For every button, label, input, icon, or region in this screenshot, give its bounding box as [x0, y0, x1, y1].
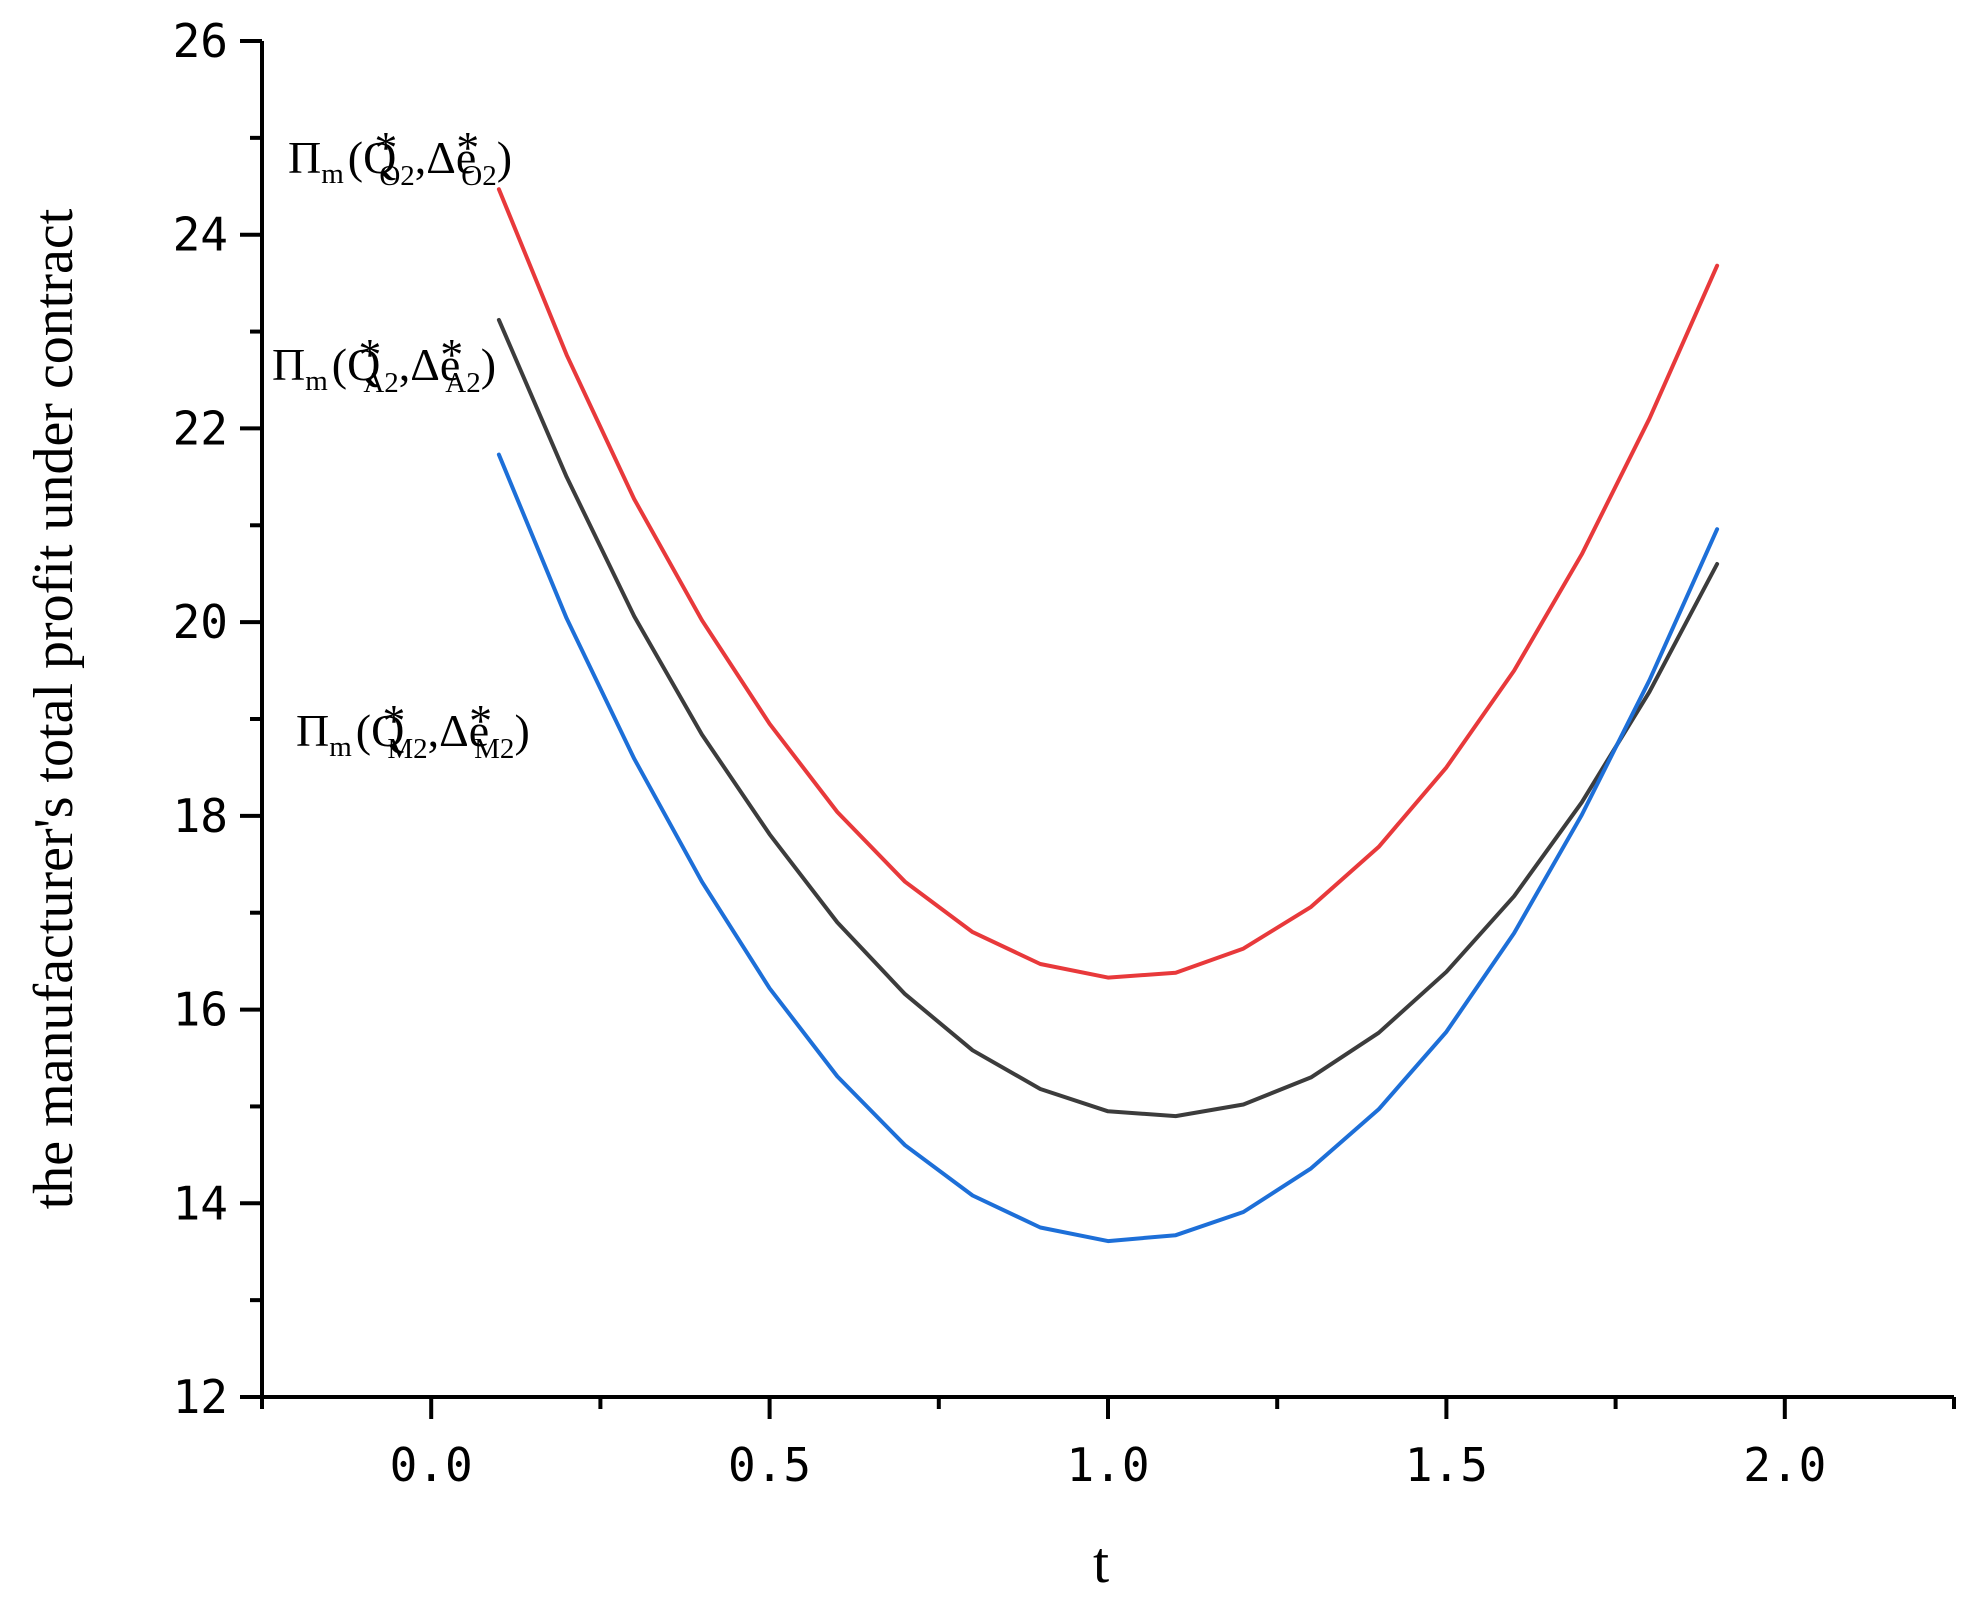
series-labels: Πm(Q* O2,Δe* O2) Πm(Q* A2,Δe* A2) Πm(Q* M2,Δe* M…	[272, 122, 530, 765]
series-label-a2: Πm(Q* A2,Δe* A2)	[272, 329, 496, 399]
x-tick-label: 2.0	[1743, 1438, 1826, 1492]
y-tick-label: 12	[173, 1370, 228, 1424]
x-tick-label: 1.5	[1405, 1438, 1488, 1492]
series-label-m2: Πm(Q* M2,Δe* M2)	[296, 695, 530, 765]
series-a2-line	[496, 317, 1720, 1119]
x-tick-label: 0.0	[390, 1438, 473, 1492]
y-tick-label: 26	[173, 14, 228, 68]
series-o2-line	[496, 187, 1720, 980]
series-lines	[496, 187, 1720, 1244]
y-tick-label: 14	[173, 1176, 228, 1230]
axes	[240, 39, 1956, 1419]
tick-labels: 12 14 16 18 20 22 24 26 0.0 0.5 1.0 1.5 2.0	[173, 14, 1827, 1492]
x-tick-label: 0.5	[728, 1438, 811, 1492]
series-m2-line	[496, 452, 1720, 1244]
y-tick-label: 20	[173, 595, 228, 649]
y-tick-label: 22	[173, 401, 228, 455]
x-tick-label: 1.0	[1066, 1438, 1149, 1492]
series-label-o2: Πm(Q* O2,Δe* O2)	[288, 122, 512, 192]
y-tick-label: 24	[173, 208, 228, 262]
y-tick-label: 18	[173, 789, 228, 843]
x-axis-title: t	[1093, 1530, 1109, 1595]
y-tick-label: 16	[173, 983, 228, 1037]
y-axis-title: the manufacturer's total profit under co…	[23, 208, 85, 1209]
